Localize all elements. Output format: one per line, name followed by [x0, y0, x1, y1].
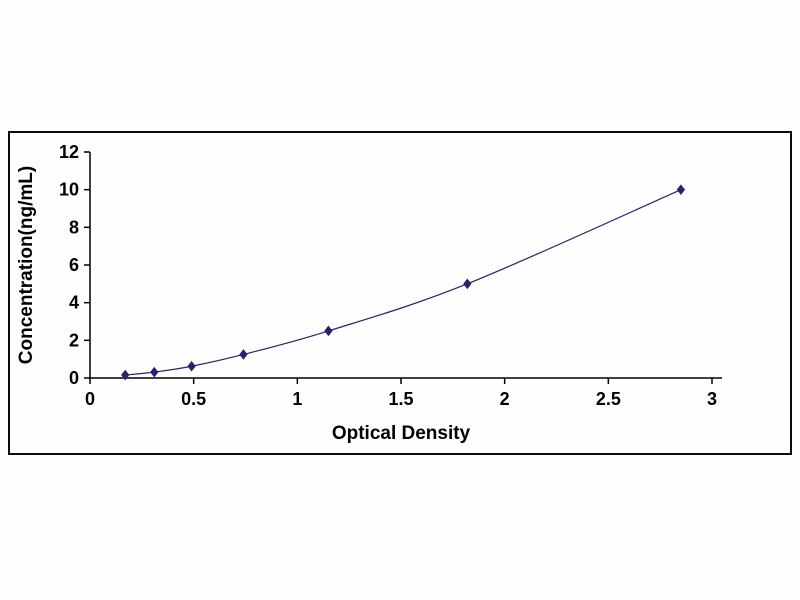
y-axis-label: Concentration(ng/mL): [16, 166, 37, 364]
data-point-marker: [324, 325, 333, 337]
y-tick-label: 2: [69, 330, 79, 350]
y-tick-label: 6: [69, 255, 79, 275]
data-point-marker: [187, 360, 196, 372]
x-tick-label: 0.5: [181, 389, 206, 409]
x-tick-label: 2.5: [596, 389, 621, 409]
y-tick-label: 10: [59, 180, 79, 200]
x-tick-label: 0: [85, 389, 95, 409]
y-tick-label: 0: [69, 368, 79, 388]
y-tick-label: 8: [69, 217, 79, 237]
data-point-marker: [239, 349, 248, 360]
chart-canvas: 0 0.5 1 1.5 2 2.5 3 0 2 4 6 8 10 12 Optical Density Con…: [16, 142, 722, 444]
y-tick-label: 12: [59, 142, 79, 162]
data-point-marker: [463, 278, 472, 290]
x-tick-label: 1: [292, 389, 302, 409]
data-point-marker: [150, 366, 159, 378]
x-tick-label: 2: [500, 389, 510, 409]
curve-line: [125, 189, 682, 376]
x-tick-label: 1.5: [388, 389, 413, 409]
data-point-marker: [121, 369, 130, 381]
y-tick-label: 4: [69, 293, 79, 313]
data-point-marker: [676, 184, 686, 195]
standard-curve-chart: 0 0.5 1 1.5 2 2.5 3 0 2 4 6 8 10 12 Optical Density Con…: [8, 131, 792, 455]
x-axis-label: Optical Density: [332, 423, 471, 444]
x-tick-label: 3: [707, 389, 717, 409]
